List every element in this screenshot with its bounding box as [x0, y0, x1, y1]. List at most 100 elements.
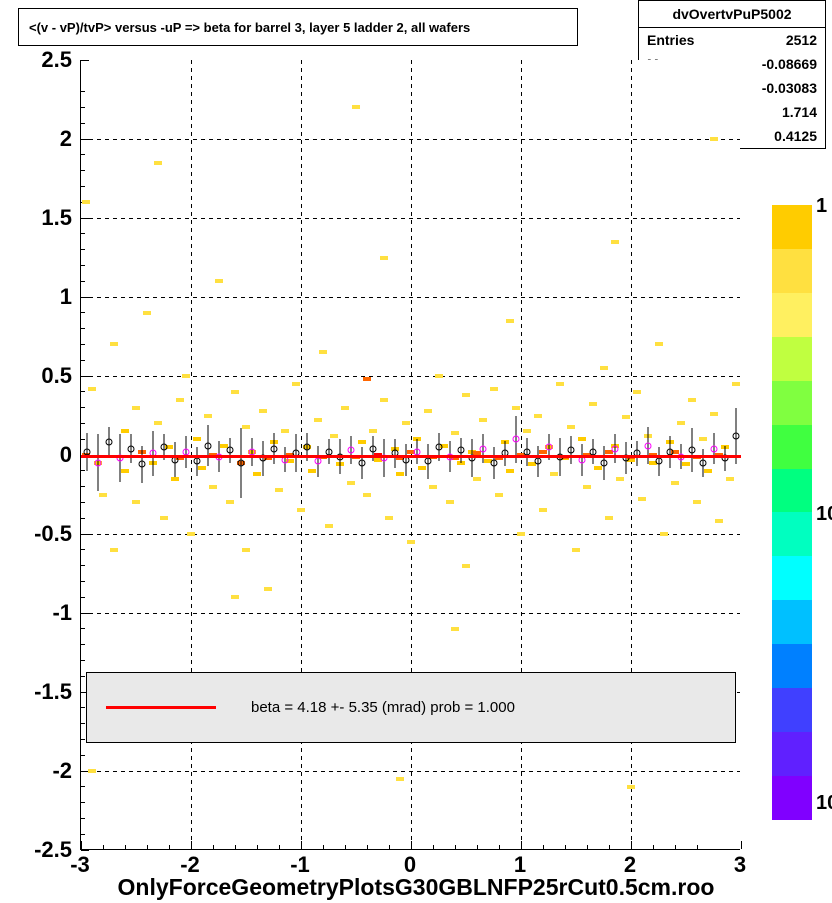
scatter-bin — [611, 240, 619, 244]
scatter-bin — [429, 485, 437, 489]
profile-point — [127, 445, 134, 452]
colorbar: 11010 — [772, 205, 812, 820]
profile-point — [479, 445, 486, 452]
colorbar-segment — [772, 512, 812, 556]
scatter-bin — [506, 469, 514, 473]
scatter-bin — [512, 406, 520, 410]
scatter-bin — [539, 450, 547, 454]
scatter-bin — [710, 137, 718, 141]
stats-label: Entries — [647, 32, 694, 48]
scatter-bin — [550, 472, 558, 476]
scatter-bin — [352, 105, 360, 109]
profile-point — [358, 459, 365, 466]
plot-area: beta = 4.18 +- 5.35 (mrad) prob = 1.000 — [80, 60, 740, 850]
scatter-bin — [435, 374, 443, 378]
profile-point — [226, 447, 233, 454]
scatter-bin — [275, 488, 283, 492]
scatter-bin — [292, 382, 300, 386]
scatter-bin — [594, 466, 602, 470]
scatter-bin — [193, 437, 201, 441]
scatter-bin — [325, 524, 333, 528]
scatter-bin — [473, 477, 481, 481]
colorbar-segment — [772, 425, 812, 469]
scatter-bin — [259, 409, 267, 413]
scatter-bin — [171, 477, 179, 481]
scatter-bin — [358, 440, 366, 444]
colorbar-segment — [772, 381, 812, 425]
scatter-bin — [534, 414, 542, 418]
scatter-bin — [110, 548, 118, 552]
scatter-bin — [231, 595, 239, 599]
scatter-bin — [715, 519, 723, 523]
scatter-bin — [699, 437, 707, 441]
scatter-bin — [567, 425, 575, 429]
scatter-bin — [132, 406, 140, 410]
fit-line — [81, 455, 741, 458]
scatter-bin — [600, 366, 608, 370]
scatter-bin — [506, 319, 514, 323]
scatter-bin — [99, 493, 107, 497]
scatter-bin — [589, 402, 597, 406]
profile-point — [204, 442, 211, 449]
scatter-bin — [446, 500, 454, 504]
scatter-bin — [215, 279, 223, 283]
y-tick-label: -0.5 — [0, 521, 72, 547]
scatter-bin — [297, 508, 305, 512]
scatter-bin — [209, 485, 217, 489]
scatter-bin — [556, 382, 564, 386]
legend-line — [106, 706, 216, 709]
scatter-bin — [682, 462, 690, 466]
colorbar-segment — [772, 600, 812, 644]
profile-point — [600, 459, 607, 466]
stats-value: -0.08669 — [762, 56, 817, 72]
profile-point — [424, 458, 431, 465]
profile-point — [644, 442, 651, 449]
scatter-bin — [671, 481, 679, 485]
scatter-bin — [583, 485, 591, 489]
y-tick-label: -1.5 — [0, 679, 72, 705]
scatter-bin — [633, 390, 641, 394]
scatter-bin — [187, 532, 195, 536]
scatter-bin — [418, 466, 426, 470]
y-tick-label: 0.5 — [0, 363, 72, 389]
scatter-bin — [121, 469, 129, 473]
profile-point — [710, 445, 717, 452]
plot-title-box: <(v - vP)/tvP> versus -uP => beta for ba… — [18, 8, 578, 46]
scatter-bin — [688, 398, 696, 402]
legend-text: beta = 4.18 +- 5.35 (mrad) prob = 1.000 — [251, 699, 515, 716]
scatter-bin — [693, 500, 701, 504]
scatter-bin — [622, 415, 630, 419]
stats-name: dvOvertvPuP5002 — [639, 1, 825, 28]
colorbar-segment — [772, 469, 812, 513]
y-tick-label: 2 — [0, 126, 72, 152]
scatter-bin — [677, 421, 685, 425]
profile-point — [303, 444, 310, 451]
scatter-bin — [88, 769, 96, 773]
scatter-bin — [204, 414, 212, 418]
file-label: OnlyForceGeometryPlotsG30GBLNFP25rCut0.5… — [0, 874, 832, 901]
scatter-bin — [160, 516, 168, 520]
stats-value: 1.714 — [782, 104, 817, 120]
profile-point — [490, 459, 497, 466]
profile-point — [237, 459, 244, 466]
profile-point — [138, 461, 145, 468]
scatter-bin — [143, 311, 151, 315]
scatter-bin — [154, 161, 162, 165]
scatter-bin — [402, 421, 410, 425]
colorbar-segment — [772, 732, 812, 776]
y-tick-label: -2 — [0, 758, 72, 784]
scatter-bin — [572, 548, 580, 552]
profile-point — [732, 433, 739, 440]
scatter-bin — [242, 425, 250, 429]
profile-point — [655, 458, 662, 465]
profile-point — [369, 445, 376, 452]
colorbar-segment — [772, 688, 812, 732]
scatter-bin — [726, 477, 734, 481]
profile-point — [699, 459, 706, 466]
scatter-bin — [121, 429, 129, 433]
profile-point — [193, 458, 200, 465]
colorbar-segment — [772, 644, 812, 688]
scatter-bin — [110, 342, 118, 346]
scatter-bin — [490, 387, 498, 391]
profile-point — [94, 459, 101, 466]
